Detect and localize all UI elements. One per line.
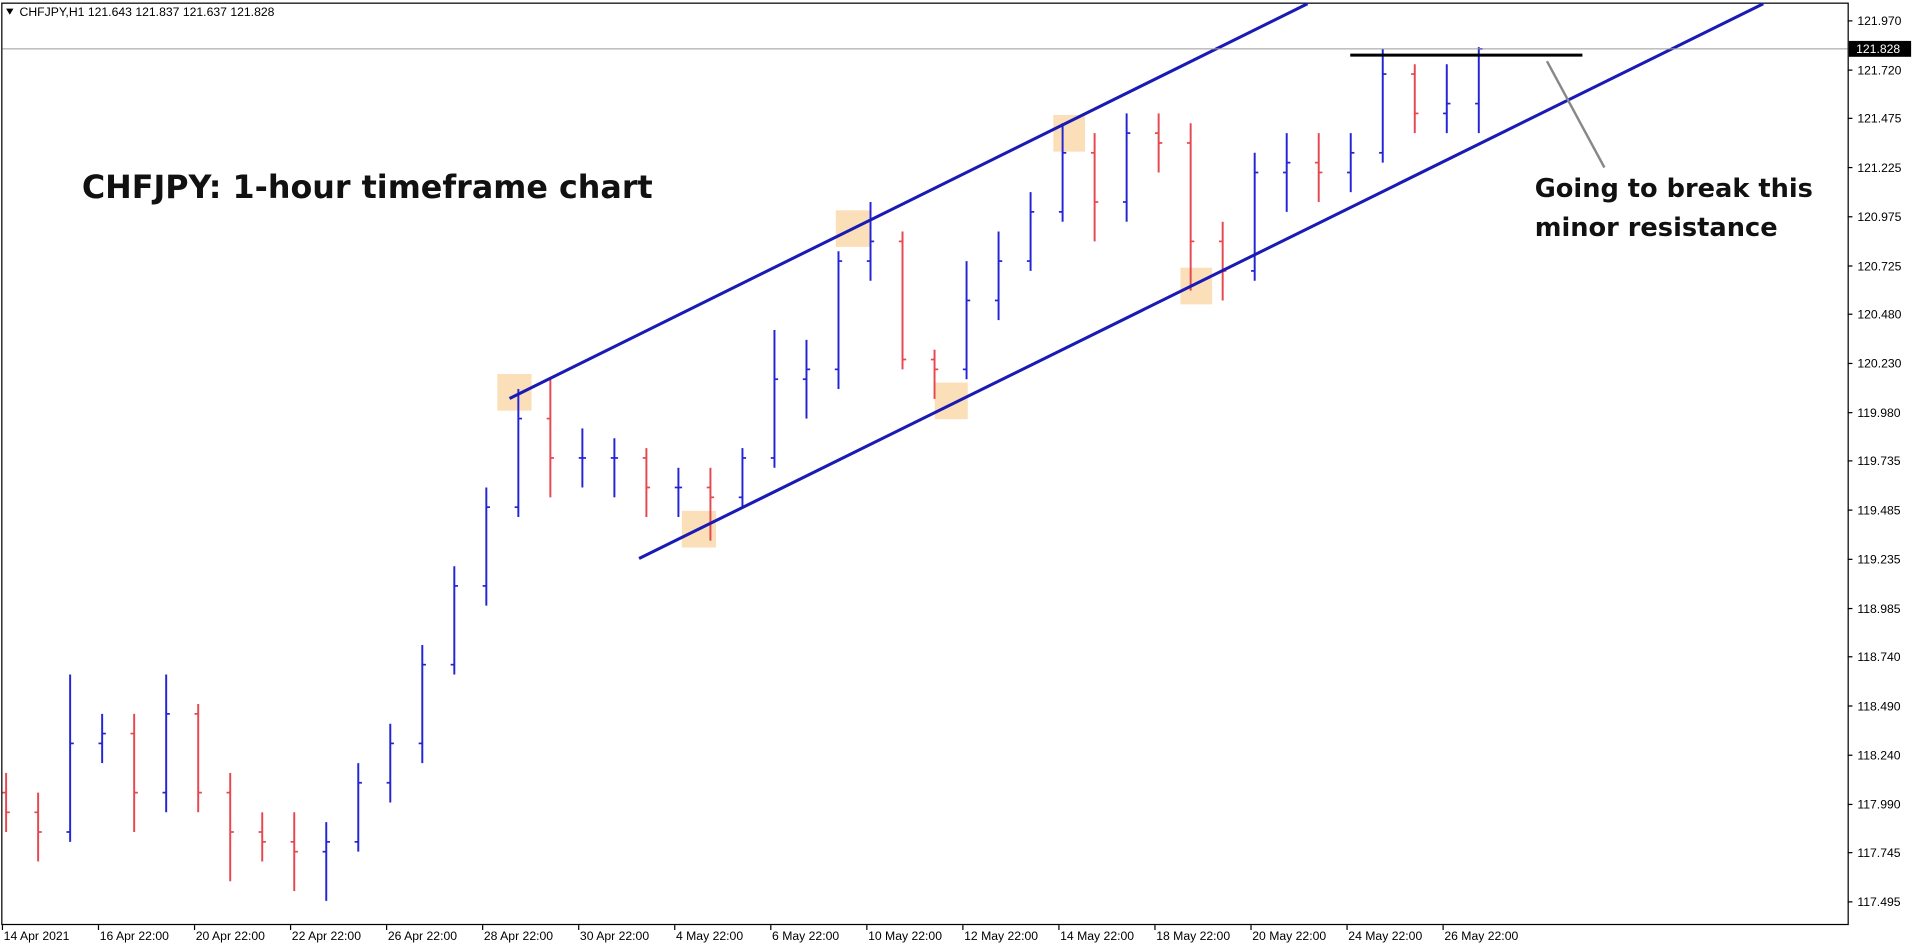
ohlc-bar: [1058, 123, 1067, 222]
x-tick-label: 30 Apr 22:00: [580, 929, 649, 943]
y-tick-label: 120.480: [1857, 308, 1901, 322]
ohlc-bar: [1283, 133, 1291, 212]
x-tick-label: 12 May 22:00: [964, 929, 1038, 943]
y-tick-label: 117.495: [1857, 895, 1900, 909]
ohlc-bar: [450, 566, 458, 675]
y-tick-label: 118.985: [1857, 602, 1900, 616]
y-tick-label: 119.235: [1857, 553, 1900, 567]
ohlc-bar: [2, 772, 10, 832]
ohlc-bar: [994, 231, 1003, 321]
ohlc-bar: [1090, 133, 1099, 242]
ohlc-bar: [1315, 133, 1323, 203]
ohlc-bar: [482, 487, 490, 606]
ohlc-bar: [258, 812, 266, 862]
last-price-label: 121.828: [1856, 42, 1900, 56]
ohlc-bar: [834, 251, 843, 390]
x-tick-label: 28 Apr 22:00: [484, 929, 553, 943]
zone: [934, 382, 968, 420]
ohlc-bar: [226, 772, 234, 882]
highlight-zones: [497, 114, 1213, 548]
x-tick-label: 22 Apr 22:00: [292, 929, 361, 943]
ohlc-bar: [706, 467, 715, 541]
ohlc-bar: [866, 202, 875, 281]
ohlc-bar: [642, 448, 651, 518]
ohlc-bar: [290, 812, 298, 892]
y-tick-label: 119.980: [1857, 406, 1900, 420]
x-tick-label: 4 May 22:00: [676, 929, 743, 943]
y-tick-label: 121.475: [1857, 112, 1901, 126]
y-tick-label: 117.745: [1857, 846, 1900, 860]
bars: [2, 47, 1483, 901]
y-tick-label: 121.970: [1857, 14, 1901, 28]
header: CHFJPY,H1 121.643 121.837 121.637 121.82…: [20, 5, 275, 19]
ohlc-bar: [514, 389, 523, 518]
ohlc-bar: [898, 231, 907, 370]
chart-title: CHFJPY: 1-hour timeframe chart: [82, 170, 653, 206]
ohlc-bar: [738, 448, 747, 508]
ohlc-bar: [386, 723, 394, 803]
x-tick-label: 18 May 22:00: [1156, 929, 1230, 943]
ohlc-bar: [1122, 113, 1131, 222]
y-tick-label: 120.725: [1857, 259, 1901, 273]
ohlc-bar: [162, 674, 170, 813]
y-tick-label: 118.240: [1857, 748, 1900, 762]
ohlc-bar: [962, 261, 971, 380]
leader-line: [1545, 60, 1606, 169]
zone: [1180, 267, 1213, 305]
ohlc-bar: [1026, 192, 1035, 271]
ohlc-bar: [1347, 133, 1355, 193]
zone: [497, 374, 532, 411]
ohlc-bar: [66, 674, 74, 842]
ohlc-bar: [930, 349, 939, 399]
ohlc-bar: [1443, 64, 1451, 134]
x-tick-label: 14 Apr 2021: [4, 929, 70, 943]
ohlc-bar: [1154, 113, 1163, 173]
x-tick-label: 26 Apr 22:00: [388, 929, 457, 943]
ohlc-bar: [1379, 48, 1387, 163]
x-tick-label: 6 May 22:00: [772, 929, 839, 943]
ohlc-bar: [1251, 152, 1259, 281]
header-icon: [6, 8, 14, 15]
ohlc-bar: [98, 713, 106, 764]
ohlc-bar: [1186, 123, 1195, 291]
y-tick-label: 119.485: [1857, 503, 1900, 517]
channel-upper: [508, 2, 1309, 400]
y-tick-label: 121.225: [1857, 161, 1901, 175]
y-tick-label: 120.230: [1857, 357, 1901, 371]
annotation: Going to break this: [1535, 174, 1813, 204]
ohlc-bar: [802, 339, 811, 419]
x-tick-label: 20 Apr 22:00: [196, 929, 265, 943]
y-tick-label: 118.490: [1857, 699, 1900, 713]
ohlc-bar: [34, 792, 42, 862]
last-price-box: [1848, 40, 1912, 57]
x-tick-label: 10 May 22:00: [868, 929, 942, 943]
x-tick-label: 26 May 22:00: [1444, 929, 1518, 943]
ohlc-bar: [354, 763, 362, 852]
y-tick-label: 117.990: [1857, 798, 1900, 812]
annotation: minor resistance: [1535, 213, 1778, 243]
ohlc-bar: [546, 379, 555, 498]
x-tick-label: 20 May 22:00: [1252, 929, 1326, 943]
x-tick-label: 14 May 22:00: [1060, 929, 1134, 943]
plot-frame: [1, 2, 1849, 926]
y-tick-label: 119.735: [1857, 454, 1900, 468]
y-tick-label: 120.975: [1857, 210, 1901, 224]
x-tick-label: 16 Apr 22:00: [100, 929, 169, 943]
ohlc-bar: [322, 822, 330, 901]
ohlc-bar: [674, 467, 683, 518]
y-tick-label: 121.720: [1857, 63, 1901, 77]
ohlc-bar: [578, 428, 587, 488]
ohlc-bar: [1411, 64, 1419, 134]
channel-lower: [638, 2, 1764, 560]
ohlc-bar: [418, 644, 426, 764]
ohlc-bar: [610, 438, 619, 498]
x-tick-label: 24 May 22:00: [1348, 929, 1422, 943]
ohlc-bar: [194, 704, 202, 813]
y-tick-label: 118.740: [1857, 650, 1900, 664]
ohlc-bar: [770, 329, 779, 468]
ohlc-bar: [130, 713, 138, 832]
